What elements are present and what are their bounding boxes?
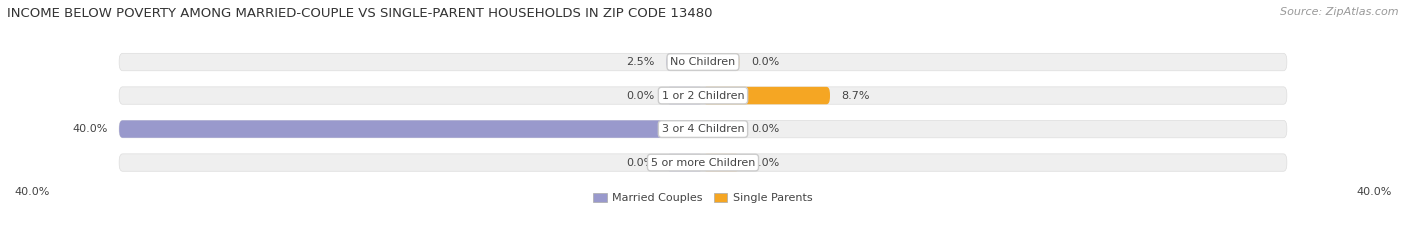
Text: 0.0%: 0.0%: [627, 158, 655, 168]
Legend: Married Couples, Single Parents: Married Couples, Single Parents: [589, 189, 817, 208]
FancyBboxPatch shape: [703, 120, 740, 138]
FancyBboxPatch shape: [666, 53, 703, 71]
Text: Source: ZipAtlas.com: Source: ZipAtlas.com: [1281, 7, 1399, 17]
Text: 0.0%: 0.0%: [751, 158, 779, 168]
FancyBboxPatch shape: [120, 87, 1286, 104]
FancyBboxPatch shape: [703, 154, 740, 171]
FancyBboxPatch shape: [666, 154, 703, 171]
FancyBboxPatch shape: [666, 87, 703, 104]
Text: 0.0%: 0.0%: [751, 57, 779, 67]
Text: 1 or 2 Children: 1 or 2 Children: [662, 91, 744, 101]
Text: 0.0%: 0.0%: [627, 91, 655, 101]
Text: 40.0%: 40.0%: [72, 124, 107, 134]
FancyBboxPatch shape: [703, 53, 740, 71]
FancyBboxPatch shape: [120, 120, 1286, 138]
Text: 40.0%: 40.0%: [14, 187, 49, 197]
Text: INCOME BELOW POVERTY AMONG MARRIED-COUPLE VS SINGLE-PARENT HOUSEHOLDS IN ZIP COD: INCOME BELOW POVERTY AMONG MARRIED-COUPL…: [7, 7, 713, 20]
FancyBboxPatch shape: [120, 154, 1286, 171]
Text: 40.0%: 40.0%: [1357, 187, 1392, 197]
Text: 0.0%: 0.0%: [751, 124, 779, 134]
FancyBboxPatch shape: [120, 120, 703, 138]
Text: 5 or more Children: 5 or more Children: [651, 158, 755, 168]
Text: 2.5%: 2.5%: [627, 57, 655, 67]
Text: No Children: No Children: [671, 57, 735, 67]
FancyBboxPatch shape: [703, 87, 830, 104]
Text: 8.7%: 8.7%: [842, 91, 870, 101]
Text: 3 or 4 Children: 3 or 4 Children: [662, 124, 744, 134]
FancyBboxPatch shape: [120, 53, 1286, 71]
